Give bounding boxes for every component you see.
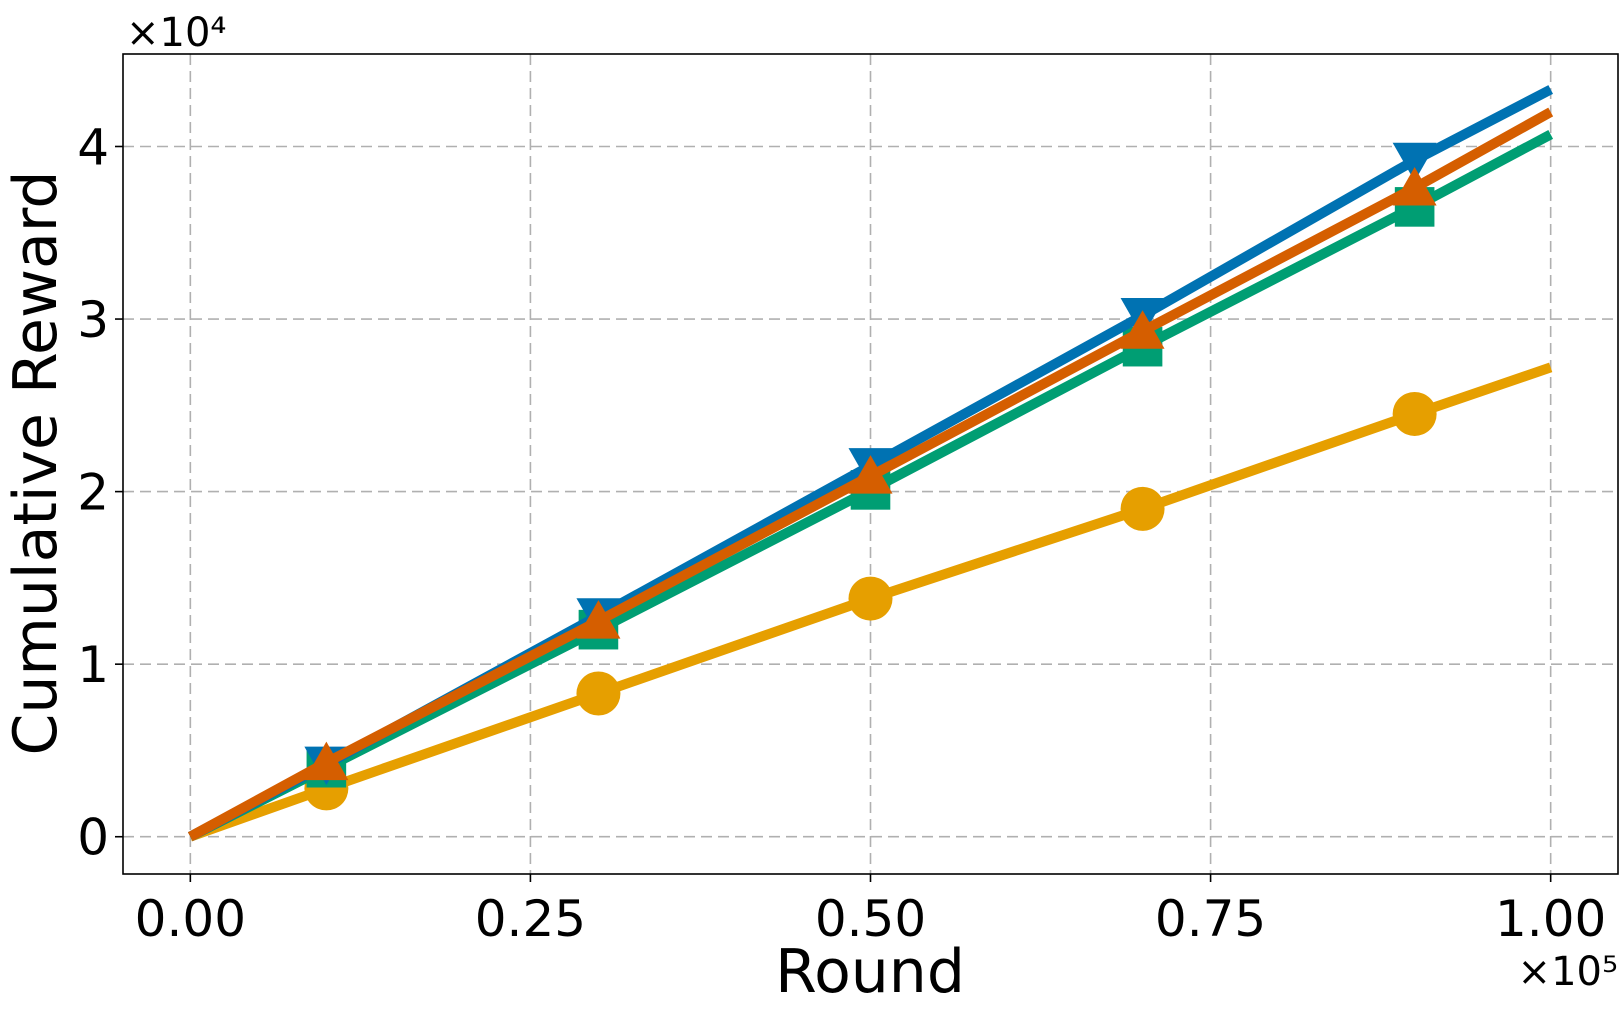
series-circle: [188, 362, 1553, 842]
y-offset-label: ×10⁴: [126, 10, 226, 56]
axis-ticks: 0.00 0.25 0.50 0.75 1.00 0 1 2 3 4: [77, 118, 1606, 948]
y-axis-label: Cumulative Reward: [1, 171, 71, 756]
x-tick-label: 0.75: [1155, 890, 1266, 948]
plot-series: [187, 85, 1554, 842]
circle-marker: [1120, 486, 1165, 531]
y-tick-label: 1: [77, 636, 109, 694]
x-offset-label: ×10⁵: [1518, 949, 1618, 995]
y-tick-label: 3: [77, 291, 109, 349]
x-tick-label: 1.00: [1495, 890, 1606, 948]
y-tick-label: 0: [77, 809, 109, 867]
circle-marker: [1392, 391, 1437, 436]
y-tick-label: 2: [77, 464, 109, 522]
circle-marker: [576, 671, 621, 716]
circle-marker: [848, 576, 893, 621]
x-tick-label: 0.50: [815, 890, 926, 948]
triangle-up-marker: [848, 455, 893, 494]
triangle-up-marker: [1120, 310, 1165, 349]
triangle-up-marker: [1392, 167, 1437, 206]
triangle-up-marker: [304, 741, 349, 781]
triangle-up-marker: [576, 600, 621, 639]
y-tick-label: 4: [77, 118, 109, 176]
series-triangle-up: [187, 107, 1554, 842]
x-tick-label: 0.00: [135, 890, 246, 948]
x-tick-label: 0.25: [475, 890, 586, 948]
grid: [123, 54, 1618, 874]
triangle-down-marker: [1392, 142, 1437, 182]
x-axis-label: Round: [775, 937, 965, 1007]
